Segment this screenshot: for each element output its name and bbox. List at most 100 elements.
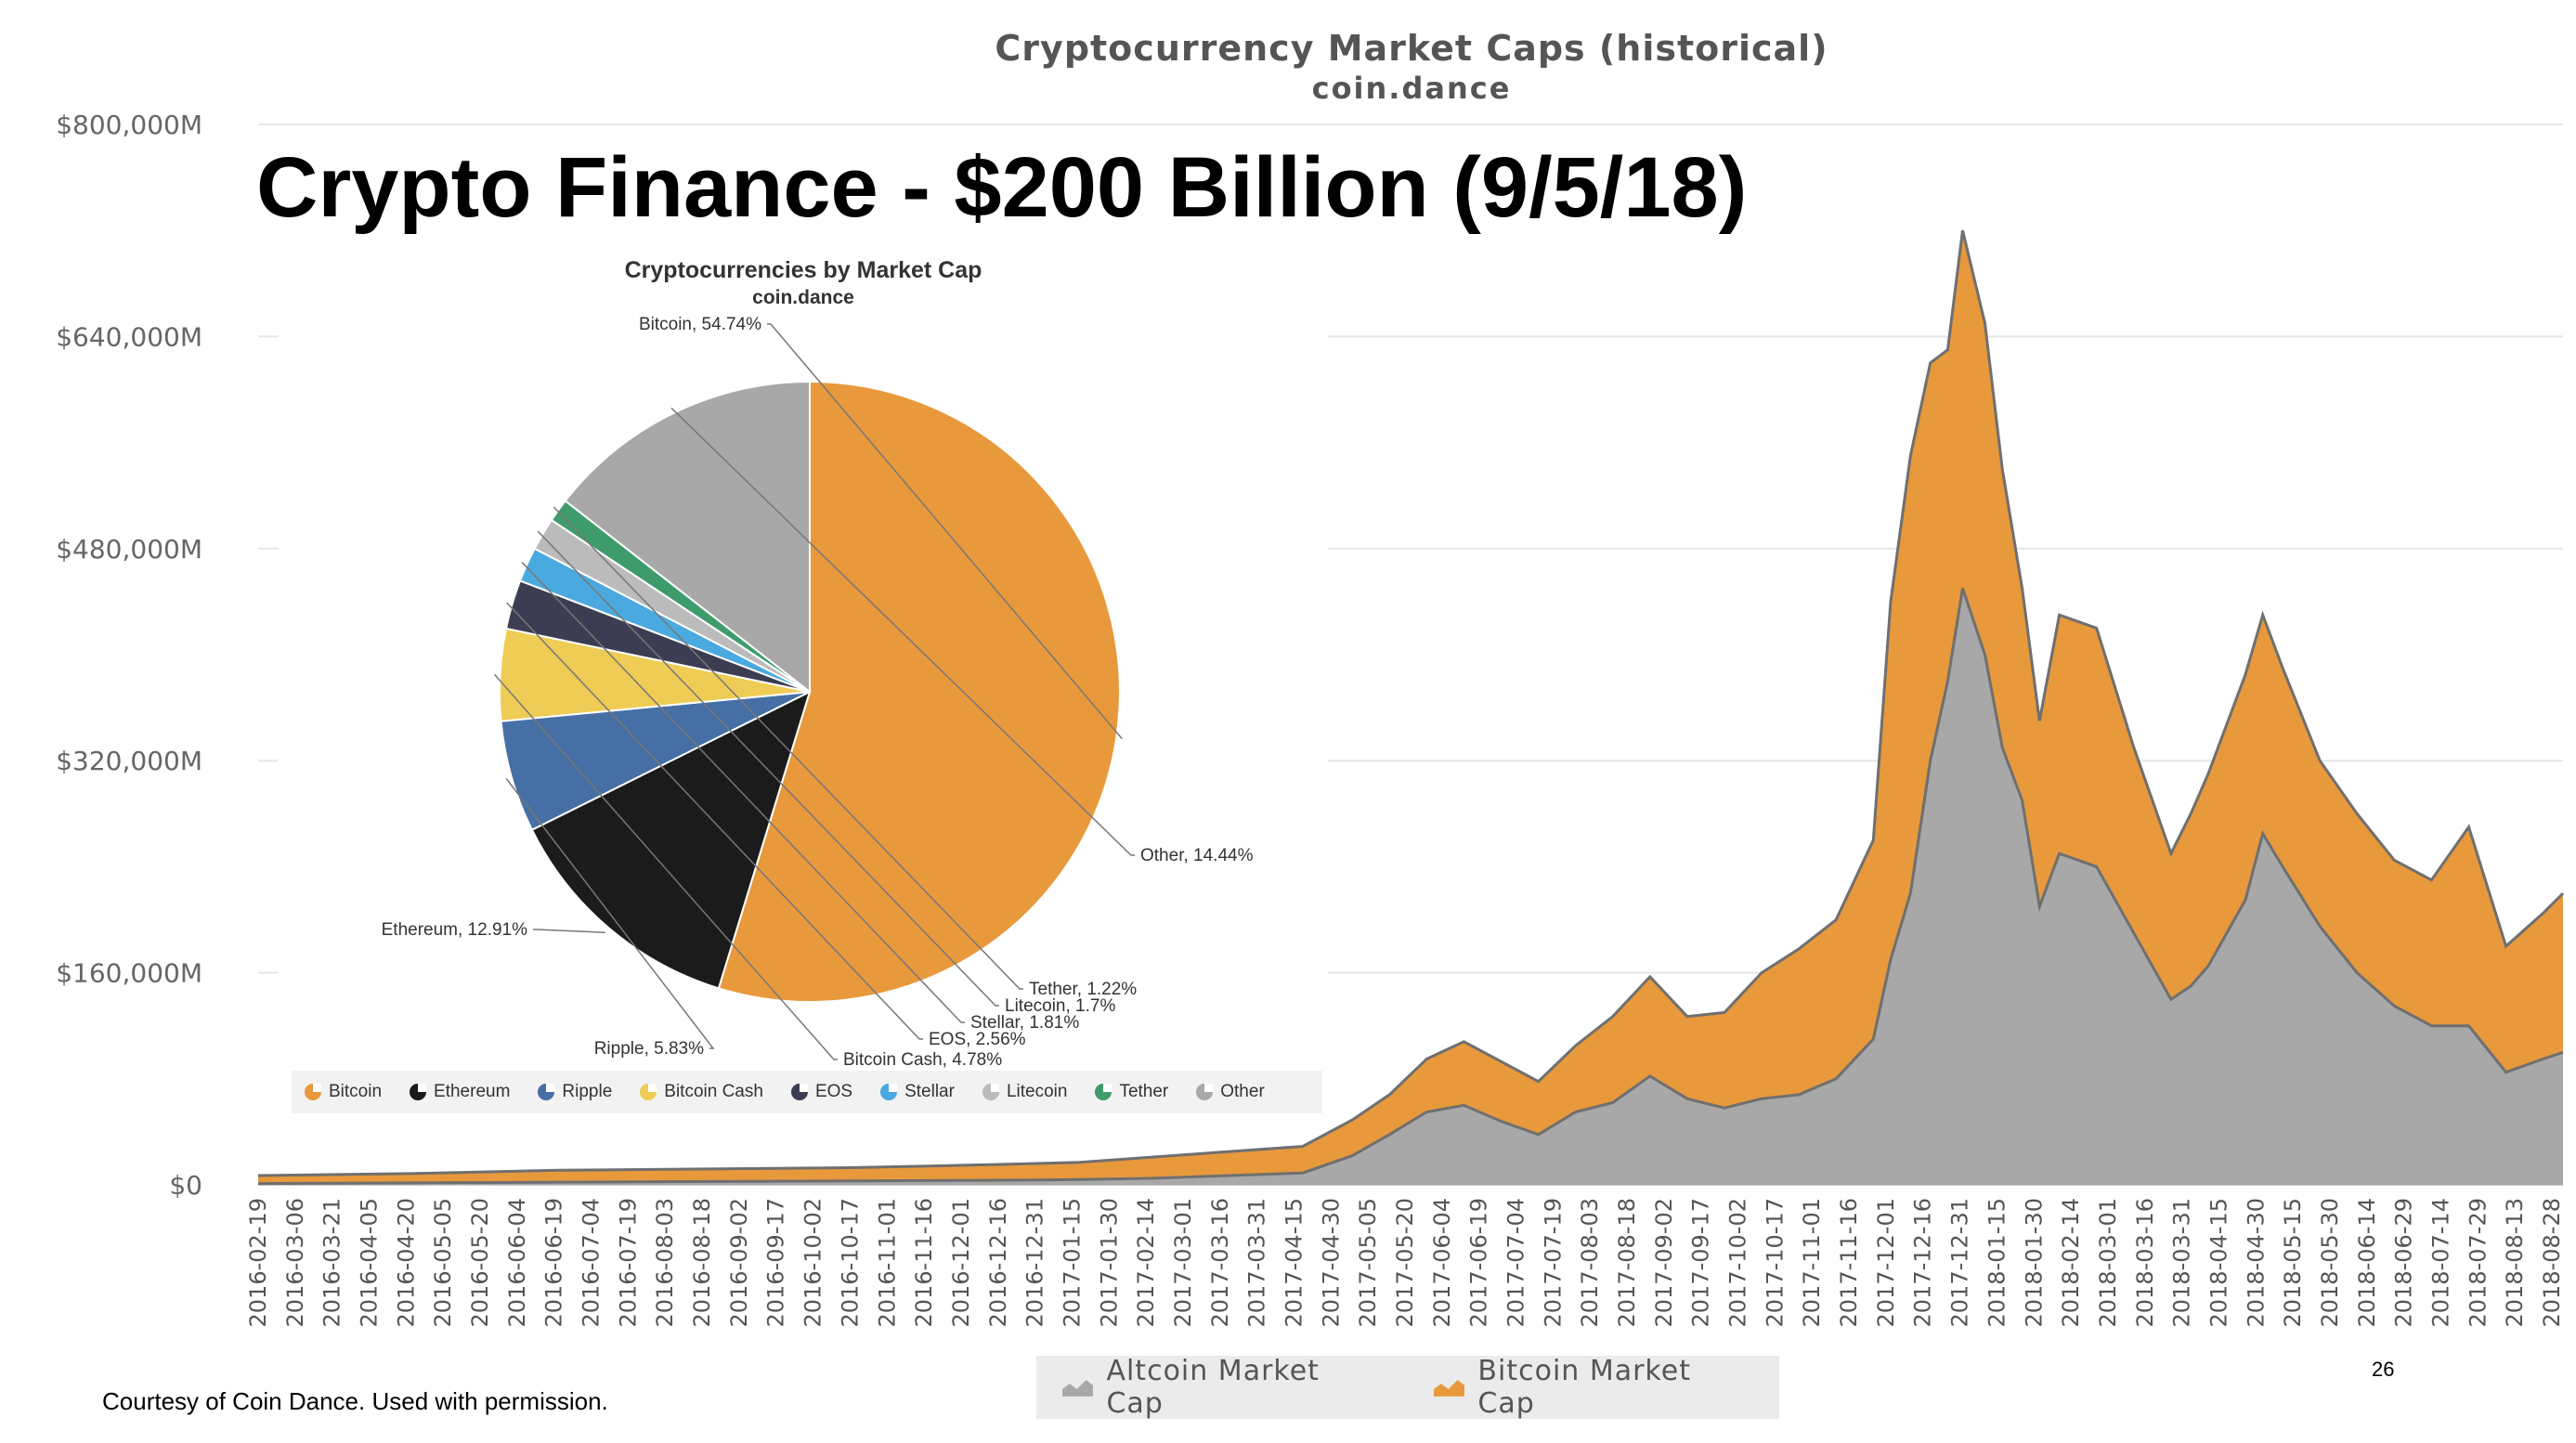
series-line-total bbox=[257, 229, 2565, 1177]
x-tick-label: 2017-03-01 bbox=[1170, 1198, 1196, 1327]
pie-slice-label: Ripple, 5.83% bbox=[594, 1039, 704, 1059]
pie-slice-bitcoin[interactable] bbox=[717, 380, 1121, 1003]
legend-item-tether[interactable]: Tether bbox=[1095, 1082, 1168, 1102]
slide-title: Crypto Finance - $200 Billion (9/5/18) bbox=[256, 140, 1748, 235]
pie-legend-icon bbox=[1196, 1084, 1214, 1100]
x-tick-label: 2018-08-28 bbox=[2539, 1198, 2565, 1327]
pie-slice-label: Tether, 1.22% bbox=[1029, 980, 1137, 999]
page-number: 26 bbox=[2372, 1358, 2395, 1381]
legend-label: Litecoin bbox=[1006, 1082, 1068, 1101]
x-tick-label: 2018-07-29 bbox=[2465, 1198, 2491, 1327]
pie-legend-icon bbox=[1095, 1084, 1112, 1100]
series-area-bitcoin bbox=[258, 230, 2563, 1184]
pie-label-connector bbox=[506, 602, 923, 1040]
x-tick-label: 2018-01-15 bbox=[1984, 1198, 2010, 1327]
x-tick-label: 2017-01-30 bbox=[1096, 1198, 1122, 1327]
pie-label-connector bbox=[553, 506, 1023, 990]
x-tick-label: 2016-06-19 bbox=[541, 1198, 567, 1327]
x-tick-label: 2016-02-19 bbox=[245, 1198, 271, 1327]
legend-item-stellar[interactable]: Stellar bbox=[880, 1082, 955, 1102]
x-tick-label: 2017-04-15 bbox=[1281, 1198, 1307, 1327]
pie-slice-other[interactable] bbox=[564, 380, 811, 695]
x-tick-label: 2016-09-17 bbox=[763, 1198, 789, 1327]
pie-legend-icon bbox=[790, 1084, 808, 1100]
pie-legend-icon bbox=[538, 1084, 555, 1100]
x-tick-label: 2018-03-01 bbox=[2095, 1198, 2121, 1327]
x-tick-label: 2017-05-20 bbox=[1392, 1198, 1418, 1327]
x-tick-label: 2017-09-02 bbox=[1651, 1198, 1677, 1327]
legend-label: Ethereum bbox=[434, 1082, 511, 1101]
pie-slice-label: Other, 14.44% bbox=[1140, 846, 1254, 865]
pie-label-connector bbox=[537, 530, 999, 1007]
legend-label: Bitcoin bbox=[329, 1082, 383, 1101]
x-tick-label: 2017-03-31 bbox=[1244, 1198, 1270, 1327]
x-tick-label: 2016-08-18 bbox=[689, 1198, 715, 1327]
x-tick-label: 2016-07-19 bbox=[615, 1198, 641, 1327]
x-tick-label: 2016-03-06 bbox=[282, 1198, 308, 1327]
legend-item-other[interactable]: Other bbox=[1196, 1082, 1265, 1102]
legend-item-bitcoin-cash[interactable]: Bitcoin Cash bbox=[640, 1082, 763, 1102]
series-line-altcoin bbox=[257, 588, 2564, 1186]
x-tick-label: 2016-11-01 bbox=[874, 1198, 900, 1327]
legend-item-ethereum[interactable]: Ethereum bbox=[410, 1082, 510, 1102]
legend-item-ripple[interactable]: Ripple bbox=[538, 1082, 612, 1102]
x-tick-label: 2017-06-04 bbox=[1429, 1198, 1455, 1327]
legend-item-eos[interactable]: EOS bbox=[790, 1082, 853, 1102]
x-tick-label: 2016-11-16 bbox=[911, 1198, 937, 1327]
x-tick-label: 2017-11-01 bbox=[1799, 1198, 1825, 1327]
y-tick-label: $0 bbox=[169, 1170, 202, 1201]
x-tick-label: 2017-12-31 bbox=[1947, 1198, 1973, 1327]
pie-legend-icon bbox=[982, 1084, 999, 1100]
x-tick-label: 2017-09-17 bbox=[1688, 1198, 1714, 1327]
x-tick-label: 2017-12-16 bbox=[1910, 1198, 1936, 1327]
x-tick-label: 2016-03-21 bbox=[319, 1198, 345, 1327]
x-tick-label: 2016-10-17 bbox=[837, 1198, 863, 1327]
series-area-altcoin bbox=[258, 588, 2563, 1185]
x-tick-label: 2016-04-05 bbox=[357, 1198, 383, 1327]
x-tick-label: 2017-10-17 bbox=[1762, 1198, 1788, 1327]
legend-item-bitcoin[interactable]: Bitcoin bbox=[305, 1082, 382, 1102]
legend-label-bitcoin: Bitcoin Market Cap bbox=[1477, 1355, 1691, 1420]
x-tick-label: 2018-05-15 bbox=[2280, 1198, 2306, 1327]
area-chart-legend: Altcoin Market Cap Bitcoin Market Cap bbox=[1036, 1355, 1779, 1420]
x-tick-label: 2017-08-18 bbox=[1614, 1198, 1640, 1327]
pie-legend-icon bbox=[305, 1084, 321, 1100]
pie-label-connector bbox=[505, 777, 715, 1049]
y-tick-label: $640,000M bbox=[56, 321, 202, 352]
area-series-icon bbox=[1433, 1380, 1465, 1397]
legend-item-litecoin[interactable]: Litecoin bbox=[982, 1082, 1068, 1102]
pie-legend-icon bbox=[410, 1084, 427, 1100]
x-tick-label: 2018-02-14 bbox=[2058, 1198, 2084, 1327]
x-tick-label: 2018-04-30 bbox=[2243, 1198, 2269, 1327]
x-tick-label: 2016-08-03 bbox=[652, 1198, 678, 1327]
legend-label: Stellar bbox=[904, 1082, 955, 1101]
x-tick-label: 2018-03-31 bbox=[2169, 1198, 2195, 1327]
pie-slice-label: Bitcoin, 54.74% bbox=[639, 315, 761, 334]
x-tick-label: 2016-10-02 bbox=[800, 1198, 826, 1327]
credit-note: Courtesy of Coin Dance. Used with permis… bbox=[102, 1387, 608, 1415]
pie-slice-ethereum[interactable] bbox=[530, 690, 812, 990]
legend-label-altcoin: Altcoin Market Cap bbox=[1106, 1355, 1320, 1420]
area-chart-title: Cryptocurrency Market Caps (historical) bbox=[995, 28, 1828, 69]
y-tick-label: $160,000M bbox=[56, 958, 202, 989]
legend-item-altcoin[interactable]: Altcoin Market Cap bbox=[1062, 1355, 1382, 1420]
legend-label: Ripple bbox=[562, 1082, 613, 1101]
x-tick-label: 2016-05-20 bbox=[467, 1198, 493, 1327]
pie-slice-label: EOS, 2.56% bbox=[929, 1030, 1026, 1049]
x-tick-label: 2017-07-19 bbox=[1540, 1198, 1566, 1327]
legend-label: Other bbox=[1220, 1082, 1265, 1101]
pie-chart-panel: Bitcoin, 54.74% Ethereum, 12.91% Ripple, 5… bbox=[279, 237, 1328, 1128]
y-tick-label: $320,000M bbox=[56, 746, 202, 776]
x-tick-label: 2017-03-16 bbox=[1207, 1198, 1233, 1327]
x-tick-label: 2018-04-15 bbox=[2205, 1198, 2231, 1327]
legend-label: Bitcoin Cash bbox=[664, 1082, 763, 1101]
legend-item-bitcoin[interactable]: Bitcoin Market Cap bbox=[1433, 1355, 1753, 1420]
pie-label-connector bbox=[670, 407, 1135, 856]
x-tick-label: 2018-06-29 bbox=[2391, 1198, 2417, 1327]
legend-label: EOS bbox=[814, 1082, 853, 1101]
area-chart-subtitle: coin.dance bbox=[1311, 71, 1512, 106]
x-tick-label: 2018-03-16 bbox=[2132, 1198, 2158, 1327]
x-tick-label: 2017-01-15 bbox=[1059, 1198, 1085, 1327]
x-tick-label: 2018-07-14 bbox=[2427, 1198, 2453, 1327]
x-tick-label: 2016-12-31 bbox=[1022, 1198, 1048, 1327]
